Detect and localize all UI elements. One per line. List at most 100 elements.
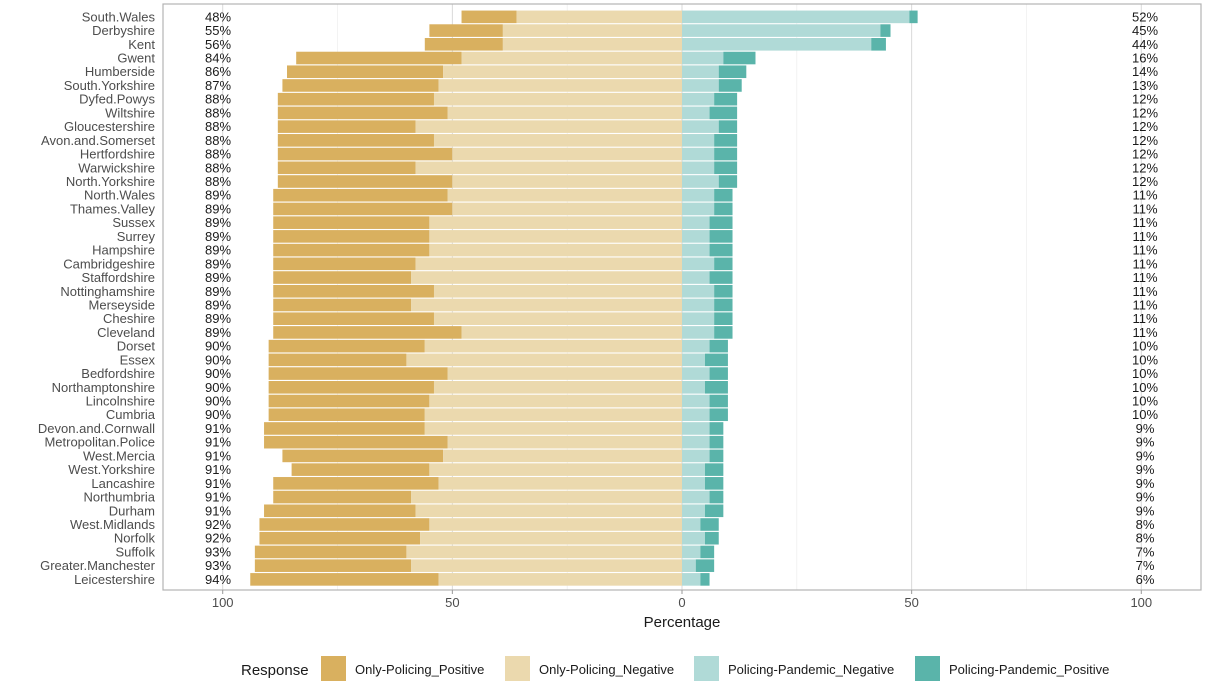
bar-policing-pandemic-positive — [880, 24, 891, 37]
bar-policing-pandemic-positive — [709, 394, 728, 408]
category-label: Leicestershire — [74, 572, 155, 587]
bar-only-policing-negative — [502, 24, 682, 37]
bar-only-policing-positive — [273, 188, 448, 202]
legend-entry-label: Policing-Pandemic_Positive — [949, 662, 1109, 677]
category-label: Bedfordshire — [81, 366, 155, 381]
right-percent-label: 11% — [1132, 270, 1157, 285]
left-percent-label: 91% — [205, 476, 231, 491]
bar-only-policing-positive — [259, 518, 430, 531]
left-percent-label: 92% — [205, 517, 231, 532]
bar-policing-pandemic-positive — [704, 477, 724, 490]
bar-policing-pandemic-negative — [682, 175, 719, 188]
right-percent-label: 9% — [1136, 490, 1155, 505]
right-percent-label: 10% — [1132, 394, 1158, 409]
bar-policing-pandemic-negative — [682, 422, 710, 435]
bar-only-policing-positive — [429, 24, 503, 37]
category-label: Greater.Manchester — [40, 558, 156, 573]
category-label: South.Wales — [82, 9, 156, 24]
legend-swatch — [694, 656, 719, 681]
left-percent-label: 89% — [205, 297, 231, 312]
left-percent-label: 91% — [205, 421, 231, 436]
bar-policing-pandemic-positive — [714, 298, 733, 312]
left-percent-label: 88% — [205, 92, 231, 107]
x-tick-label: 50 — [445, 595, 459, 610]
right-percent-label: 12% — [1132, 133, 1158, 148]
bar-only-policing-negative — [411, 271, 682, 284]
bar-only-policing-negative — [443, 449, 682, 463]
bar-only-policing-negative — [461, 51, 682, 65]
bar-policing-pandemic-negative — [682, 545, 701, 559]
bar-only-policing-positive — [268, 339, 425, 353]
bar-policing-pandemic-negative — [682, 490, 710, 504]
left-percent-label: 89% — [205, 215, 231, 230]
bar-only-policing-negative — [443, 65, 682, 79]
bar-policing-pandemic-negative — [682, 257, 715, 271]
left-percent-label: 93% — [205, 544, 231, 559]
bar-policing-pandemic-negative — [682, 230, 710, 243]
category-label: Cleveland — [97, 325, 155, 340]
bar-only-policing-negative — [406, 353, 682, 367]
bar-policing-pandemic-negative — [682, 161, 715, 175]
category-label: Hampshire — [92, 243, 155, 258]
category-label: Essex — [120, 352, 156, 367]
category-label: Northumbria — [83, 490, 155, 505]
bar-only-policing-negative — [424, 408, 682, 422]
bar-only-policing-positive — [273, 257, 416, 271]
legend-entry-label: Only-Policing_Positive — [355, 662, 484, 677]
bar-policing-pandemic-positive — [704, 531, 719, 545]
bar-only-policing-negative — [415, 257, 682, 271]
bar-only-policing-positive — [277, 106, 448, 120]
bar-only-policing-negative — [433, 134, 682, 147]
right-percent-label: 10% — [1132, 352, 1158, 367]
right-percent-label: 8% — [1136, 531, 1155, 546]
left-percent-label: 93% — [205, 558, 231, 573]
right-percent-label: 14% — [1132, 64, 1158, 79]
right-percent-label: 6% — [1136, 572, 1155, 587]
legend-entry-label: Policing-Pandemic_Negative — [728, 662, 894, 677]
bar-only-policing-negative — [415, 504, 682, 518]
bar-policing-pandemic-negative — [682, 518, 701, 531]
left-percent-label: 89% — [205, 188, 231, 203]
bar-only-policing-positive — [254, 545, 407, 559]
right-percent-label: 9% — [1136, 462, 1155, 477]
bar-only-policing-positive — [268, 408, 425, 422]
category-label: Warwickshire — [78, 160, 155, 175]
bar-policing-pandemic-positive — [700, 545, 715, 559]
right-percent-label: 11% — [1132, 188, 1157, 203]
right-percent-label: 11% — [1132, 215, 1157, 230]
bar-only-policing-negative — [452, 175, 682, 188]
bar-only-policing-positive — [273, 202, 453, 216]
bar-policing-pandemic-positive — [714, 312, 733, 325]
right-percent-label: 45% — [1132, 23, 1158, 38]
bar-policing-pandemic-positive — [909, 10, 918, 24]
left-percent-label: 91% — [205, 462, 231, 477]
bar-only-policing-negative — [433, 312, 682, 325]
left-percent-label: 84% — [205, 51, 231, 66]
bar-only-policing-negative — [420, 531, 682, 545]
bar-policing-pandemic-positive — [718, 79, 742, 92]
bar-policing-pandemic-negative — [682, 531, 705, 545]
left-percent-label: 88% — [205, 147, 231, 162]
bar-policing-pandemic-positive — [704, 353, 728, 367]
bar-policing-pandemic-negative — [682, 477, 705, 490]
right-percent-label: 9% — [1136, 435, 1155, 450]
bar-policing-pandemic-negative — [682, 326, 715, 339]
left-percent-label: 89% — [205, 243, 231, 258]
left-percent-label: 89% — [205, 270, 231, 285]
right-percent-label: 9% — [1136, 421, 1155, 436]
left-percent-label: 86% — [205, 64, 231, 79]
category-label: Suffolk — [115, 544, 155, 559]
bar-policing-pandemic-negative — [682, 243, 710, 257]
left-percent-label: 55% — [205, 23, 231, 38]
right-percent-label: 8% — [1136, 517, 1155, 532]
bar-only-policing-positive — [461, 10, 517, 24]
left-percent-label: 91% — [205, 448, 231, 463]
bar-policing-pandemic-positive — [709, 243, 733, 257]
right-percent-label: 11% — [1132, 284, 1157, 299]
bar-only-policing-positive — [250, 573, 439, 586]
bar-policing-pandemic-negative — [682, 381, 705, 394]
bar-policing-pandemic-positive — [709, 490, 724, 504]
right-percent-label: 12% — [1132, 105, 1158, 120]
category-label: Metropolitan.Police — [44, 435, 155, 450]
